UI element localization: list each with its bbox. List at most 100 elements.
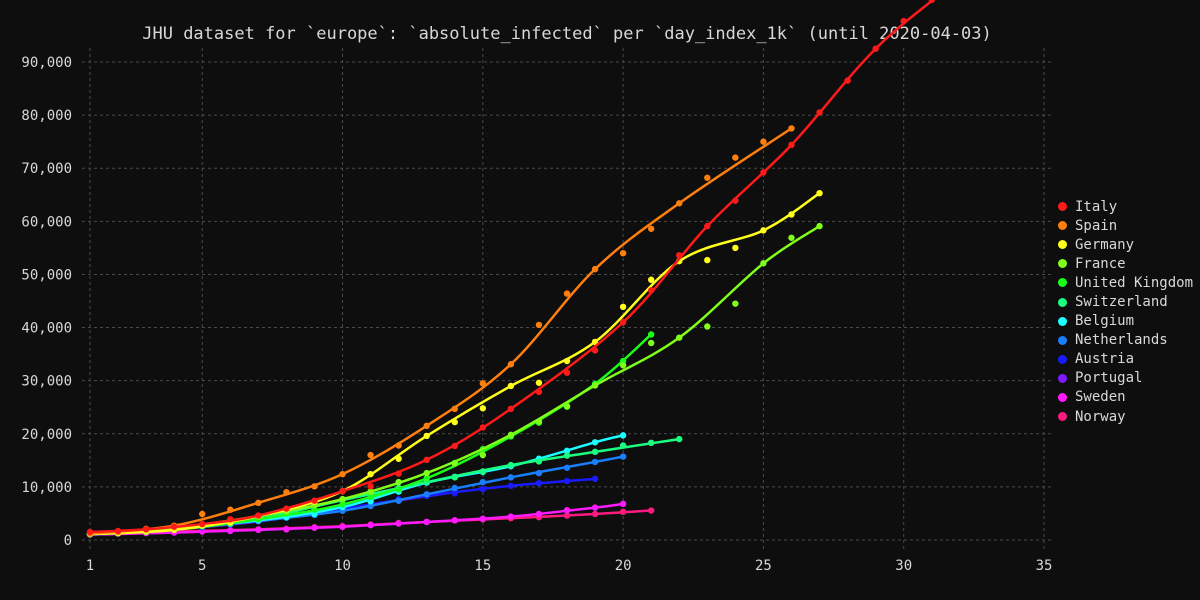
legend-item-austria: Austria xyxy=(1058,350,1200,369)
data-point-switzerland xyxy=(647,439,655,447)
data-point-france xyxy=(760,260,767,267)
data-point-germany xyxy=(507,382,515,390)
data-point-netherlands xyxy=(395,497,402,504)
series-line-spain xyxy=(88,127,793,535)
data-point-sweden xyxy=(255,526,262,534)
data-point-italy xyxy=(704,222,711,230)
data-point-spain xyxy=(227,506,234,513)
legend-item-switzerland: Switzerland xyxy=(1058,292,1200,311)
data-point-united-kingdom xyxy=(647,331,655,338)
legend-swatch xyxy=(1058,354,1067,364)
data-point-sweden xyxy=(479,515,487,522)
data-point-united-kingdom xyxy=(395,486,402,493)
data-point-switzerland xyxy=(676,435,683,443)
data-point-italy xyxy=(339,487,346,495)
data-point-spain xyxy=(535,321,543,329)
data-point-spain xyxy=(423,422,430,430)
data-point-italy xyxy=(900,17,907,25)
data-point-italy xyxy=(255,512,262,519)
data-point-spain xyxy=(619,250,627,257)
data-point-italy xyxy=(479,424,487,431)
chart-title: JHU dataset for `europe`: `absolute_infe… xyxy=(142,24,992,44)
x-tick-label: 5 xyxy=(198,558,206,574)
data-point-germany xyxy=(395,455,402,462)
data-point-germany xyxy=(732,244,739,252)
data-point-germany xyxy=(535,379,543,386)
data-point-italy xyxy=(451,442,458,450)
y-tick-label: 70,000 xyxy=(21,161,72,177)
data-point-spain xyxy=(563,290,571,297)
data-point-sweden xyxy=(227,527,234,535)
data-point-sweden xyxy=(367,521,374,529)
legend-item-united-kingdom: United Kingdom xyxy=(1058,273,1200,292)
data-point-italy xyxy=(928,0,935,4)
data-point-netherlands xyxy=(451,484,458,492)
data-point-spain xyxy=(311,483,318,490)
data-point-italy xyxy=(507,405,515,413)
legend-swatch xyxy=(1058,278,1067,288)
data-point-sweden xyxy=(591,504,599,511)
data-point-italy xyxy=(114,527,122,535)
data-point-germany xyxy=(619,303,627,311)
data-point-belgium xyxy=(563,447,571,454)
data-point-france xyxy=(451,460,458,467)
data-point-spain xyxy=(676,200,683,207)
y-tick-label: 80,000 xyxy=(21,108,72,124)
y-tick-label: 30,000 xyxy=(21,374,72,390)
data-point-france xyxy=(507,431,515,439)
data-point-italy xyxy=(170,523,178,530)
data-point-italy xyxy=(311,497,318,504)
data-point-italy xyxy=(86,528,94,536)
data-point-italy xyxy=(676,252,683,259)
data-point-switzerland xyxy=(479,468,487,475)
data-point-austria xyxy=(451,490,458,497)
data-point-spain xyxy=(591,265,599,273)
y-tick-label: 0 xyxy=(64,533,72,549)
data-point-italy xyxy=(760,169,767,176)
data-point-norway xyxy=(619,508,627,516)
data-point-france xyxy=(423,469,430,477)
series-italy xyxy=(86,0,935,536)
legend-swatch xyxy=(1058,202,1067,212)
data-point-netherlands xyxy=(619,453,627,460)
legend-swatch xyxy=(1058,221,1067,231)
grid-lines xyxy=(82,48,1052,552)
y-tick-label: 20,000 xyxy=(21,427,72,443)
data-point-italy xyxy=(283,505,290,512)
data-point-netherlands xyxy=(479,478,487,486)
x-tick-label: 20 xyxy=(615,558,632,574)
legend-item-belgium: Belgium xyxy=(1058,312,1200,331)
x-tick-label: 15 xyxy=(474,558,491,574)
data-point-france xyxy=(816,222,823,230)
data-point-norway xyxy=(591,510,599,518)
y-tick-label: 60,000 xyxy=(21,214,72,230)
data-point-spain xyxy=(760,138,767,145)
legend-swatch xyxy=(1058,316,1067,326)
legend-item-germany: Germany xyxy=(1058,235,1200,254)
data-point-italy xyxy=(535,388,543,396)
data-point-france xyxy=(647,339,655,347)
data-point-italy xyxy=(844,77,851,84)
data-point-spain xyxy=(255,499,262,507)
axis-tick-labels: 0 10,000 20,000 30,000 40,000 50,000 60,000 70,… xyxy=(21,55,1052,574)
data-point-spain xyxy=(395,442,402,449)
legend-label: Belgium xyxy=(1075,313,1135,330)
data-point-sweden xyxy=(283,526,290,533)
legend-swatch xyxy=(1058,373,1067,383)
data-point-france xyxy=(676,334,683,341)
legend-label: Sweden xyxy=(1075,389,1126,406)
y-tick-label: 90,000 xyxy=(21,55,72,71)
data-point-belgium xyxy=(619,432,627,439)
data-point-sweden xyxy=(507,513,515,520)
legend-item-sweden: Sweden xyxy=(1058,388,1200,407)
data-point-italy xyxy=(872,45,879,52)
data-point-italy xyxy=(142,526,150,533)
data-point-netherlands xyxy=(367,502,374,510)
data-point-sweden xyxy=(339,523,346,530)
data-point-italy xyxy=(199,520,206,528)
legend-label: Italy xyxy=(1075,198,1118,215)
data-point-sweden xyxy=(395,520,402,527)
x-tick-label: 25 xyxy=(755,558,772,574)
data-point-italy xyxy=(395,470,402,477)
